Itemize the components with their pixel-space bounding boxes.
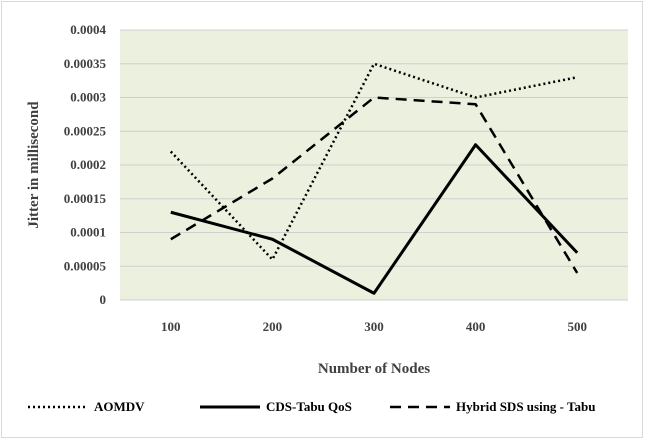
x-axis-title: Number of Nodes (318, 361, 430, 377)
legend: AOMDV CDS-Tabu QoS Hybrid SDS using - Tabu (28, 399, 595, 414)
x-tick-label: 200 (263, 319, 283, 334)
series-lines (169, 62, 579, 295)
x-tick-label: 500 (567, 319, 587, 334)
y-tick-label: 0.0001 (70, 225, 106, 240)
y-axis-title: Jitter in millisecond (26, 101, 42, 229)
legend-label: CDS-Tabu QoS (266, 399, 352, 414)
y-tick-label: 0.0004 (70, 22, 106, 37)
y-tick-label: 0.0003 (70, 90, 106, 105)
series-line (170, 96, 579, 274)
y-tick-label: 0.00035 (64, 56, 107, 71)
gridlines (120, 29, 628, 301)
x-axis-ticks: 100 200 300 400 500 (161, 319, 587, 334)
y-tick-label: 0.00015 (64, 191, 107, 206)
y-tick-label: 0.00005 (64, 258, 107, 273)
x-tick-label: 400 (466, 319, 486, 334)
y-tick-label: 0.0002 (70, 157, 106, 172)
y-tick-label: 0.00025 (64, 123, 107, 138)
y-tick-label: 0 (100, 292, 107, 307)
legend-label: Hybrid SDS using - Tabu (456, 399, 595, 414)
legend-label: AOMDV (94, 399, 145, 414)
series-line (170, 143, 579, 295)
series-line (169, 62, 578, 261)
y-axis-ticks: 0 0.00005 0.0001 0.00015 0.0002 0.00025 0.0003… (64, 22, 107, 307)
x-tick-label: 100 (161, 319, 181, 334)
x-tick-label: 300 (364, 319, 384, 334)
